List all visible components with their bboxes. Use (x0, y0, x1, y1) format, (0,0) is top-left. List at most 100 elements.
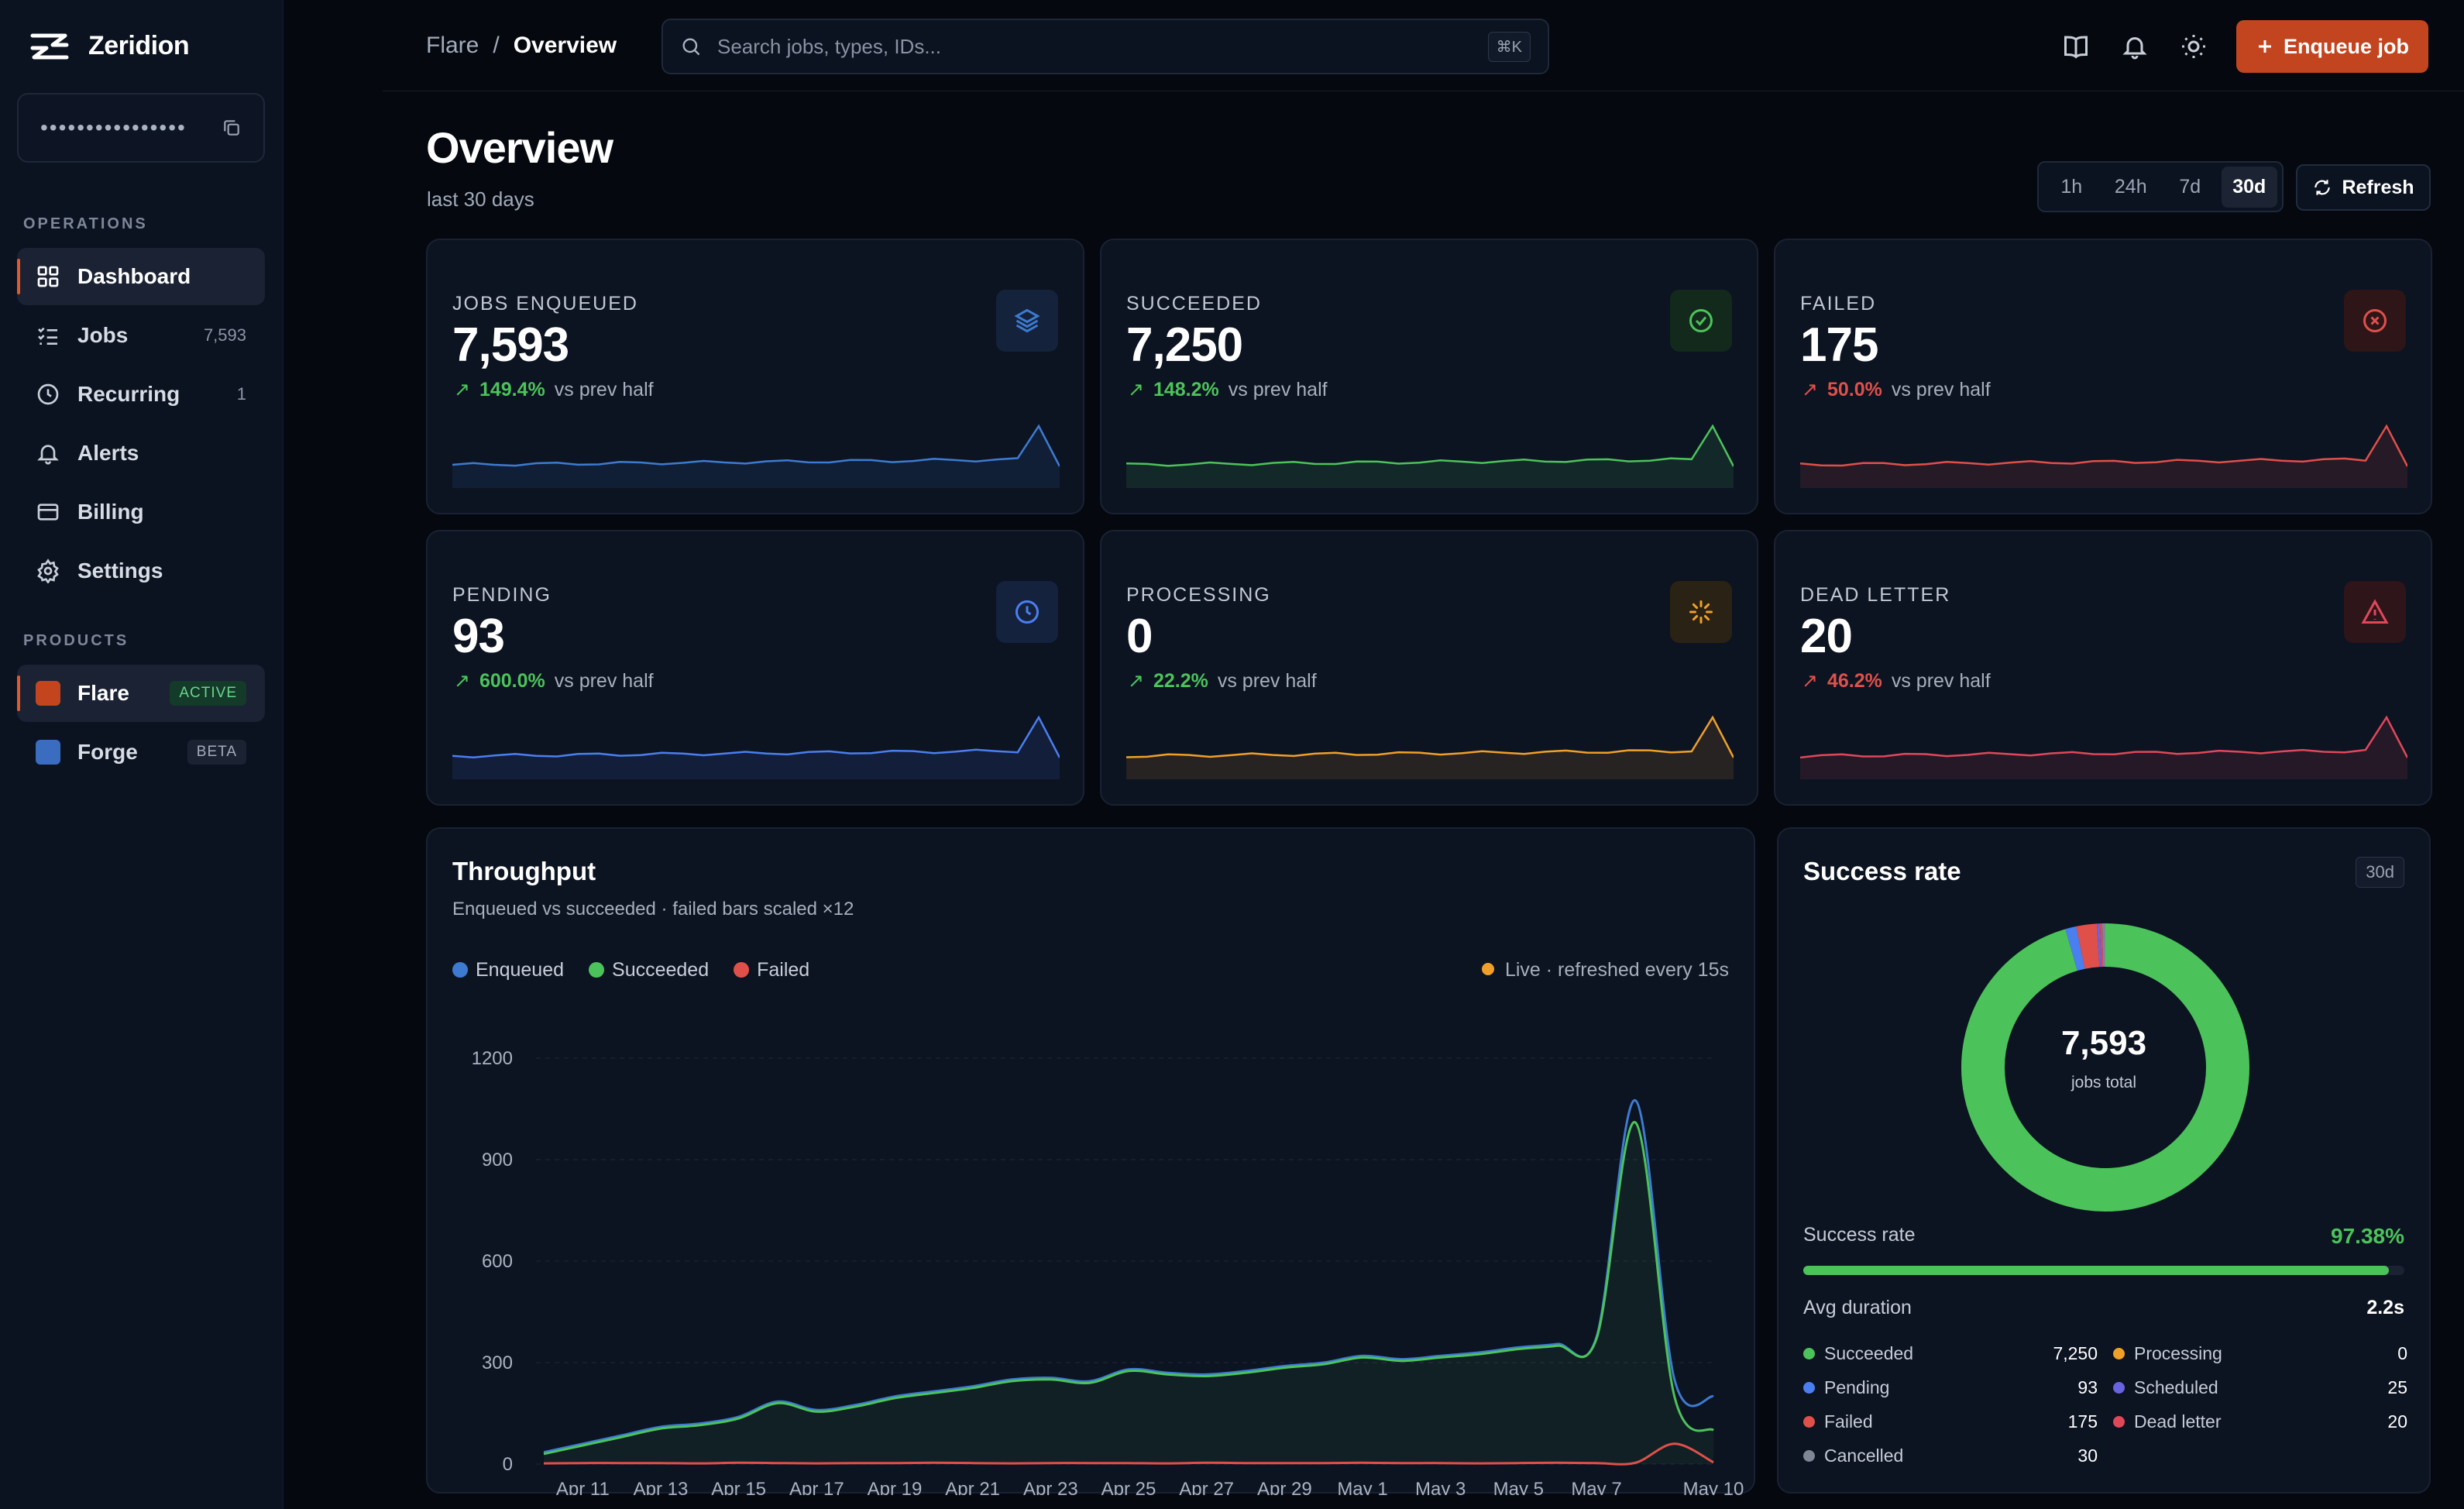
sparkline-line (452, 424, 1060, 467)
donut-slice-succeeded (1961, 923, 2249, 1212)
products-label: PRODUCTS (23, 632, 129, 649)
x-tick-label: Apr 27 (1179, 1479, 1234, 1495)
range-30d[interactable]: 30d (2221, 166, 2277, 208)
stat-card-processing: PROCESSING 0 ↗ 22.2% vs prev half (1100, 530, 1758, 806)
sidebar-item-label: Settings (77, 559, 163, 583)
range-1h[interactable]: 1h (2060, 175, 2083, 198)
notifications-button[interactable] (2119, 31, 2150, 62)
product-label: Forge (77, 740, 138, 764)
product-forge[interactable]: Forge BETA (17, 724, 265, 781)
clock-icon (37, 383, 59, 405)
layers-icon (996, 290, 1058, 352)
sparkline (452, 424, 1060, 488)
sidebar-item-label: Jobs (77, 323, 129, 347)
legend-label: Enqueued (476, 959, 565, 981)
stat-label: FAILED (1800, 293, 1877, 315)
brand[interactable]: Zeridion (29, 31, 190, 61)
legend-label: Succeeded (612, 959, 710, 981)
stat-delta-vs: vs prev half (554, 669, 654, 692)
stat-label: SUCCEEDED (1126, 293, 1262, 315)
status-pending: Pending 93 (1803, 1377, 2098, 1398)
stat-value: 175 (1800, 318, 1878, 372)
legend-succeeded[interactable]: Succeeded (589, 959, 709, 981)
x-tick-label: Apr 19 (868, 1479, 923, 1495)
sidebar-item-alerts[interactable]: Alerts (17, 425, 265, 482)
beta-tag: BETA (187, 740, 246, 765)
bell-icon (37, 445, 59, 465)
sidebar-item-recurring[interactable]: Recurring 1 (17, 366, 265, 423)
enqueue-job-button[interactable]: Enqueue job (2236, 20, 2428, 73)
stat-delta: ↗ 148.2% vs prev half (1128, 378, 1328, 401)
avg-duration-row: Avg duration 2.2s (1803, 1297, 2404, 1319)
stat-delta-vs: vs prev half (1891, 669, 1991, 692)
copy-icon[interactable] (222, 118, 242, 138)
enqueue-label: Enqueue job (2284, 34, 2409, 58)
search-box[interactable]: ⌘K (662, 19, 1549, 74)
arrow-up-right-icon: ↗ (1128, 670, 1144, 692)
live-indicator: Live · refreshed every 15s (1481, 959, 1729, 981)
stat-value: 7,250 (1126, 318, 1243, 372)
spinner-icon (1670, 581, 1732, 643)
x-circle-icon (2344, 290, 2406, 352)
stat-delta: ↗ 50.0% vs prev half (1802, 378, 1991, 401)
stat-delta-pct: 22.2% (1153, 669, 1208, 692)
live-dot-icon (1481, 963, 1494, 975)
status-label: Processing (2134, 1343, 2222, 1363)
docs-button[interactable] (2060, 31, 2091, 62)
y-tick-label: 900 (482, 1150, 513, 1170)
search-input[interactable] (716, 33, 1474, 60)
refresh-button[interactable]: Refresh (2296, 164, 2431, 211)
stat-delta-vs: vs prev half (1217, 669, 1317, 692)
x-tick-label: Apr 11 (556, 1479, 610, 1495)
stat-delta-pct: 148.2% (1153, 378, 1219, 400)
theme-toggle[interactable] (2178, 31, 2209, 62)
sidebar-item-billing[interactable]: Billing (17, 483, 265, 541)
sparkline-area (1800, 717, 2407, 779)
range-7d[interactable]: 7d (2179, 175, 2201, 198)
success-range-badge: 30d (2356, 857, 2404, 888)
live-text: Live · refreshed every 15s (1504, 959, 1729, 981)
status-scheduled: Scheduled 25 (2113, 1377, 2407, 1398)
warning-icon (2344, 581, 2406, 643)
sparkline-area (1126, 717, 1734, 779)
sparkline-area (1800, 426, 2407, 488)
sparkline (452, 715, 1060, 779)
product-flare[interactable]: Flare ACTIVE (17, 665, 265, 722)
stat-delta-vs: vs prev half (554, 378, 654, 400)
stat-label: JOBS ENQUEUED (452, 293, 638, 315)
sidebar-item-label: Dashboard (77, 264, 191, 288)
breadcrumb-parent[interactable]: Flare (426, 33, 479, 58)
sidebar-item-jobs[interactable]: Jobs 7,593 (17, 307, 265, 364)
operations-label: OPERATIONS (23, 215, 148, 232)
stat-delta-pct: 46.2% (1827, 669, 1882, 692)
sidebar-item-dashboard[interactable]: Dashboard (17, 248, 265, 305)
check-circle-icon (1670, 290, 1732, 352)
range-24h[interactable]: 24h (2114, 175, 2147, 198)
x-tick-label: May 1 (1337, 1479, 1387, 1495)
breadcrumb-separator: / (493, 33, 500, 58)
x-tick-label: Apr 17 (789, 1479, 844, 1495)
y-tick-label: 0 (503, 1454, 513, 1475)
sidebar-item-label: Alerts (77, 441, 139, 465)
sparkline (1126, 715, 1734, 779)
list-check-icon (38, 327, 57, 345)
stat-value: 20 (1800, 610, 1853, 663)
gear-icon (37, 559, 59, 583)
product-label: Flare (77, 681, 129, 705)
flare-swatch-icon (36, 681, 60, 706)
sparkline-area (452, 426, 1060, 488)
stat-value: 93 (452, 610, 505, 663)
sidebar-item-settings[interactable]: Settings (17, 542, 265, 600)
sparkline-line (1126, 715, 1734, 758)
plus-icon (2259, 40, 2271, 53)
legend-enqueued[interactable]: Enqueued (452, 959, 564, 981)
breadcrumb-current: Overview (513, 33, 617, 58)
legend-failed[interactable]: Failed (734, 959, 809, 981)
status-value: 93 (2077, 1377, 2098, 1397)
throughput-subtitle: Enqueued vs succeeded · failed bars scal… (452, 899, 854, 919)
card-icon (37, 504, 59, 521)
search-shortcut: ⌘K (1487, 31, 1531, 62)
arrow-up-right-icon: ↗ (1128, 379, 1144, 400)
status-value: 30 (2077, 1445, 2098, 1466)
sidebar-item-label: Billing (77, 500, 144, 524)
